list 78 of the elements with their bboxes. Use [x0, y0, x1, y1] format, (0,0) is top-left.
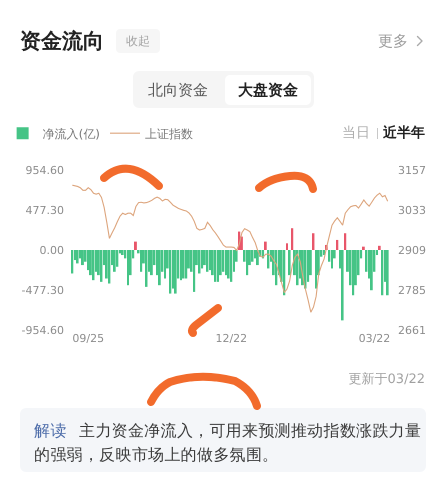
bar [386, 250, 389, 296]
line-series [72, 184, 388, 313]
bar [251, 250, 254, 262]
bar [230, 250, 232, 282]
text: 近半年 [383, 124, 425, 142]
collapse-button: 收起 [116, 29, 160, 53]
x-tick-label: 09/25 [72, 332, 104, 345]
bar [227, 250, 230, 278]
bar [206, 250, 208, 272]
y-tick-label: -954.60 [22, 324, 64, 337]
bar [362, 246, 365, 250]
bar [296, 250, 299, 286]
bar [92, 250, 94, 280]
y2-tick-label: 2909 [398, 244, 426, 257]
bar [145, 250, 148, 287]
x-tick-label: 12/22 [215, 332, 248, 345]
selected-tab: 大盘资金 [225, 75, 311, 105]
text: 更新于03/22 [348, 371, 425, 389]
legend-label: 净流入(亿) [42, 126, 100, 141]
bar [341, 250, 344, 320]
bar [121, 250, 124, 256]
bar [312, 233, 314, 250]
bar [180, 250, 182, 280]
bar [113, 250, 116, 272]
y-tick-label: 477.30 [26, 204, 64, 217]
bar [323, 250, 326, 256]
bar [185, 250, 188, 278]
bar [336, 240, 338, 250]
y2-tick-label: 2661 [398, 324, 426, 337]
chart-title: 资金流向 [20, 28, 104, 55]
y2-tick-label: 2785 [398, 284, 426, 297]
text: 当日 [342, 124, 370, 142]
bar [108, 250, 110, 284]
bar [222, 250, 224, 272]
y-tick-label: 954.60 [26, 164, 64, 177]
bar [256, 250, 259, 266]
bar [76, 250, 79, 264]
bar [275, 250, 278, 286]
text: 北向资金 [148, 81, 208, 99]
bar [217, 250, 220, 282]
bar [225, 250, 227, 276]
legend-label: 上证指数 [145, 126, 194, 141]
bar [344, 233, 346, 250]
bar [134, 242, 137, 250]
bar [164, 250, 166, 278]
bar [169, 250, 172, 294]
bar [286, 243, 288, 250]
bar [81, 250, 84, 266]
bar [214, 250, 216, 282]
bar [193, 250, 196, 292]
bar [381, 250, 384, 296]
text: 解读 主力资金净流入，可用来预测推动指数涨跌力量的强弱，反映市场上的做多氛围。 [34, 420, 422, 466]
bar [158, 250, 161, 286]
bar [331, 250, 333, 268]
bar [288, 250, 291, 276]
bar [100, 250, 102, 282]
y2-tick-label: 3033 [398, 204, 426, 217]
text: 更多 [378, 31, 408, 52]
bar [198, 250, 200, 274]
bar [246, 250, 248, 276]
y2-tick-label: 3157 [398, 164, 426, 177]
y-tick-label: 0.00 [40, 244, 64, 257]
y-tick-label: -477.30 [22, 284, 64, 297]
x-tick-label: 03/22 [358, 332, 390, 345]
bar [174, 250, 177, 294]
bar [352, 250, 354, 296]
bar [283, 250, 286, 296]
bar [264, 242, 267, 250]
bar [304, 250, 306, 289]
bar [291, 228, 294, 250]
bar [267, 250, 270, 268]
bar [127, 250, 129, 286]
bar [370, 250, 373, 290]
bar [71, 250, 74, 274]
bar [315, 250, 318, 289]
bar [182, 250, 185, 278]
bar [150, 250, 153, 276]
bar [140, 250, 142, 272]
